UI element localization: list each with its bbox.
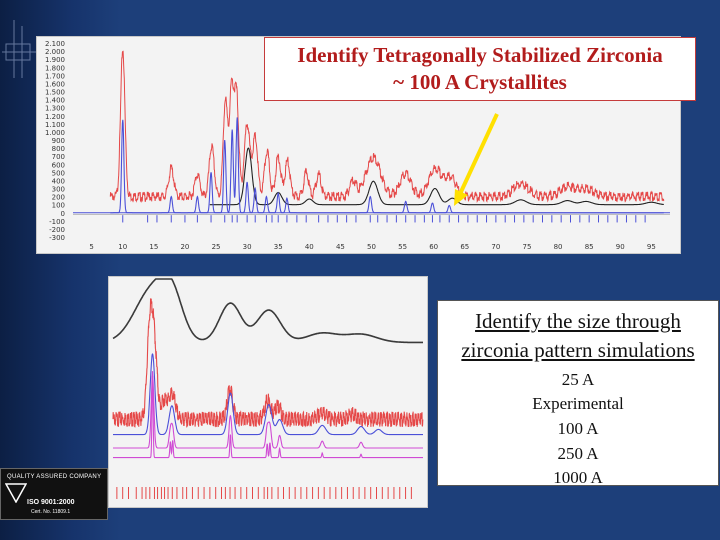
y-tick-label: 400: [52, 177, 65, 185]
slide-title-line-2: ~ 100 A Crystallites: [393, 70, 567, 94]
y-tick-label: -300: [49, 234, 65, 242]
info-title-line-2: zirconia pattern simulations: [461, 338, 695, 363]
x-tick-label: 75: [523, 243, 532, 251]
series-line-experimental: [112, 298, 424, 428]
y-tick-label: 1.400: [45, 97, 65, 105]
badge-quality-text: QUALITY ASSURED COMPANY: [7, 474, 102, 480]
x-tick-label: 80: [554, 243, 563, 251]
y-tick-label: 300: [52, 186, 65, 194]
series-line-100-a: [113, 353, 423, 436]
y-tick-label: 600: [52, 161, 65, 169]
y-tick-label: 800: [52, 145, 65, 153]
x-tick-label: 30: [243, 243, 252, 251]
x-tick-label: 55: [398, 243, 407, 251]
iso-certification-badge: QUALITY ASSURED COMPANY ISO 9001:2000 Ce…: [0, 468, 108, 520]
y-tick-label: 900: [52, 137, 65, 145]
x-tick-label: 60: [429, 243, 438, 251]
y-tick-label: 2.100: [45, 40, 65, 48]
x-tick-label: 65: [460, 243, 469, 251]
x-tick-label: 5: [89, 243, 93, 251]
x-tick-label: 95: [647, 243, 656, 251]
y-tick-label: -200: [49, 226, 65, 234]
x-tick-label: 10: [118, 243, 127, 251]
legend-item-1000a: 1000 A: [553, 468, 603, 488]
series-line-250-a: [113, 373, 423, 449]
slide-title-line-1: Identify Tetragonally Stabilized Zirconi…: [297, 42, 663, 67]
series-line-experimental: [109, 50, 665, 203]
series-line-reference: [110, 117, 664, 214]
y-tick-label: 1.100: [45, 121, 65, 129]
y-tick-label: 1.500: [45, 89, 65, 97]
y-tick-label: 500: [52, 169, 65, 177]
legend-item-250a: 250 A: [557, 443, 599, 463]
x-tick-label: 35: [274, 243, 283, 251]
legend-item-experimental: Experimental: [532, 394, 624, 414]
legend-item-25a: 25 A: [561, 369, 595, 389]
slide-title-box: Identify Tetragonally Stabilized Zirconi…: [264, 37, 696, 101]
corner-logo-graphic: [2, 20, 36, 78]
x-tick-label: 25: [212, 243, 221, 251]
x-tick-label: 70: [491, 243, 500, 251]
x-tick-label: 15: [149, 243, 158, 251]
y-tick-label: 1.300: [45, 105, 65, 113]
simulation-comparison-plot: [112, 278, 424, 499]
series-line-25-a: [112, 278, 423, 344]
simulation-legend-list: 25 A Experimental 100 A 250 A 1000 A: [438, 368, 718, 491]
y-tick-label: 1.000: [45, 129, 65, 137]
y-tick-label: 1.800: [45, 64, 65, 72]
x-tick-label: 50: [367, 243, 376, 251]
simulation-comparison-chart: [108, 276, 428, 508]
y-tick-label: 0: [61, 210, 65, 218]
y-tick-label: 200: [52, 194, 65, 202]
y-tick-label: 1.600: [45, 80, 65, 88]
y-tick-label: 2.000: [45, 48, 65, 56]
y-tick-label: 100: [52, 202, 65, 210]
badge-iso-text: ISO 9001:2000: [27, 499, 75, 506]
y-tick-label: -100: [49, 218, 65, 226]
legend-item-100a: 100 A: [557, 419, 599, 439]
x-tick-label: 20: [180, 243, 189, 251]
y-tick-label: 1.200: [45, 113, 65, 121]
y-tick-label: 700: [52, 153, 65, 161]
size-simulation-legend-box: Identify the size through zirconia patte…: [437, 300, 719, 487]
badge-triangle-icon: [5, 483, 27, 503]
badge-cert-text: Cert. No. 11809.1: [31, 509, 71, 515]
series-line-1000-a: [113, 371, 423, 459]
xrd-pattern-plot: 2.1002.0001.9001.8001.7001.6001.5001.400…: [45, 40, 670, 251]
y-tick-label: 1.900: [45, 56, 65, 64]
x-tick-label: 45: [336, 243, 345, 251]
x-tick-label: 85: [585, 243, 594, 251]
x-tick-label: 40: [305, 243, 314, 251]
y-tick-label: 1.700: [45, 72, 65, 80]
info-title-line-1: Identify the size through: [475, 309, 681, 333]
x-tick-label: 90: [616, 243, 625, 251]
